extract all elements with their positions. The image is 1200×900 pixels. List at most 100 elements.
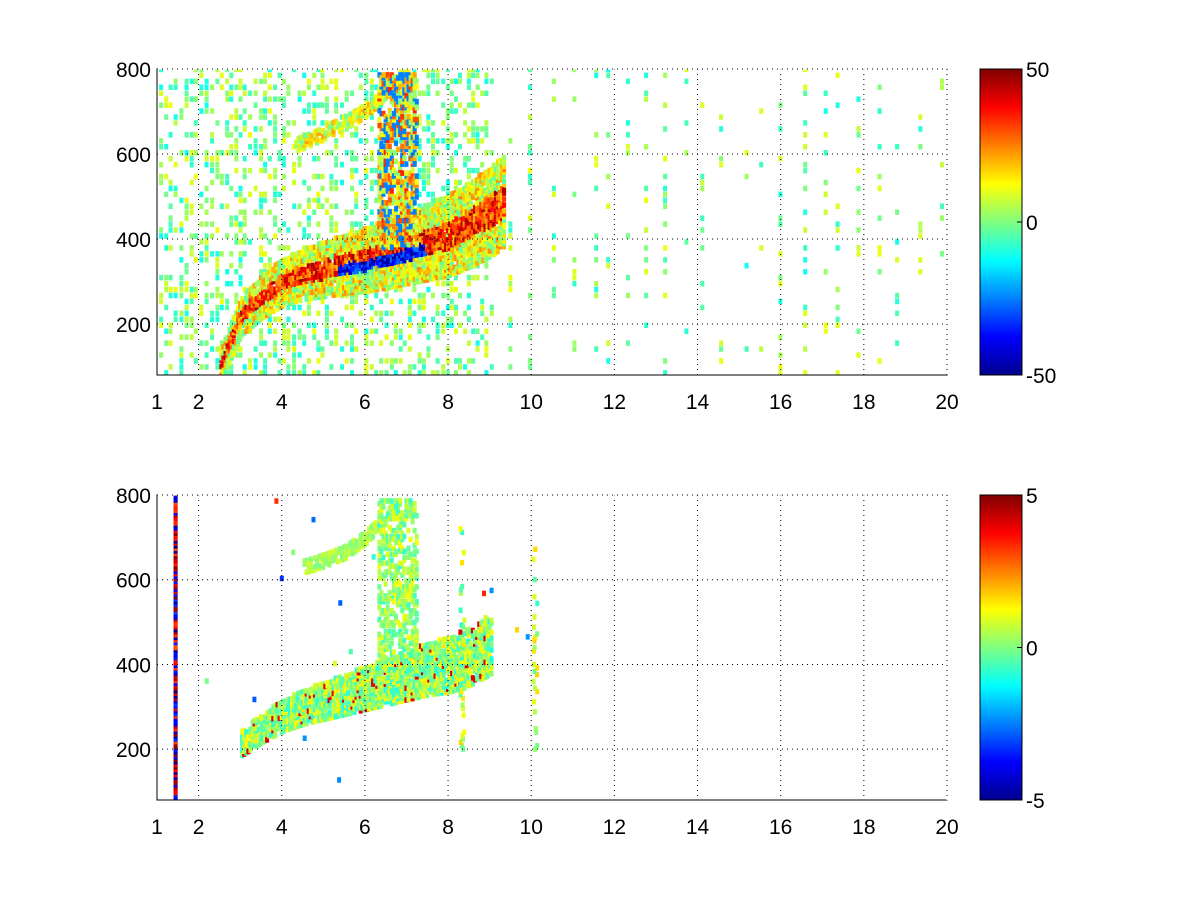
heatmap-cell [803,346,808,352]
heatmap-cell [179,114,184,120]
heatmap-cell [302,691,307,698]
heatmap-cell [317,130,322,136]
heatmap-cell [823,108,828,114]
heatmap-cell [260,279,265,285]
heatmap-cell [320,84,325,90]
heatmap-cell [275,303,280,309]
heatmap-cell [445,179,450,186]
heatmap-cell [468,255,473,261]
heatmap-cell [381,143,386,150]
heatmap-cell [431,255,436,261]
heatmap-cell [385,258,390,264]
heatmap-cell [371,257,376,264]
heatmap-cell [385,225,390,232]
heatmap-cell [273,191,278,198]
heatmap-cell [389,96,394,102]
heatmap-cell [414,276,419,282]
heatmap-cell [173,310,178,317]
heatmap-cell [835,286,840,293]
heatmap-cell [644,257,649,263]
heatmap-cell [283,268,288,275]
heatmap-cell [441,273,446,280]
heatmap-cell [259,126,264,132]
heatmap-cell [508,346,513,352]
heatmap-cell [229,221,234,227]
heatmap-cell [173,191,178,198]
heatmap-cell [410,253,415,259]
heatmap-cell [339,246,344,253]
heatmap-cell [248,726,253,733]
heatmap-cell [331,253,336,260]
heatmap-cell [248,114,253,120]
heatmap-cell [315,140,319,146]
heatmap-cell [489,187,494,194]
heatmap-cell [454,108,458,114]
heatmap-cell [281,704,286,710]
heatmap-cell [304,141,309,147]
heatmap-cell [379,143,384,150]
heatmap-cell [435,72,440,79]
heatmap-cell [210,346,215,352]
heatmap-cell [325,263,330,270]
heatmap-cell [458,265,463,271]
heatmap-cell [439,205,444,212]
heatmap-cell [493,178,498,185]
heatmap-cell [381,149,386,156]
heatmap-cell [342,255,346,261]
heatmap-cell [225,355,230,362]
heatmap-cell [369,69,374,73]
heatmap-cell [429,273,434,279]
heatmap-cell [381,134,386,141]
heatmap-cell [473,205,477,211]
heatmap-cell [199,304,204,311]
heatmap-cell [412,149,417,156]
heatmap-cell [500,233,504,240]
heatmap-cell [334,84,339,90]
heatmap-cell [221,362,226,368]
heatmap-cell [463,120,468,126]
heatmap-cell [346,251,351,258]
heatmap-cell [189,322,194,328]
heatmap-cell [497,160,502,167]
heatmap-cell [339,243,344,250]
heatmap-cell [373,236,378,243]
heatmap-cell [454,219,459,225]
heatmap-cell [242,90,247,96]
heatmap-cell [454,198,459,204]
heatmap-cell [331,705,336,711]
heatmap-cell [346,281,351,287]
heatmap-cell [364,240,369,247]
heatmap-cell [500,174,504,180]
heatmap-cell [252,732,257,739]
heatmap-cell [431,316,435,323]
heatmap-cell [414,194,419,200]
heatmap-cell [466,167,471,174]
heatmap-cell [479,240,484,247]
heatmap-cell [483,229,488,236]
heatmap-cell [384,334,389,340]
heatmap-cell [263,304,267,311]
heatmap-cell [225,90,230,96]
heatmap-cell [252,294,257,301]
heatmap-cell [302,709,307,715]
heatmap-cell [377,72,382,78]
heatmap-cell [379,262,384,268]
heatmap-cell [443,246,448,252]
x-tick-label: 14 [686,391,710,414]
heatmap-cell [464,232,469,239]
heatmap-cell [485,231,490,238]
heatmap-cell [265,731,270,737]
heatmap-cell [391,223,396,230]
heatmap-cell [663,292,668,299]
heatmap-cell [491,171,496,177]
heatmap-cell [310,133,315,139]
heatmap-cell [219,173,224,180]
heatmap-cell [470,250,475,257]
heatmap-cell [281,263,286,269]
heatmap-cell [433,251,438,258]
heatmap-cell [485,195,490,202]
heatmap-cell [215,227,220,233]
heatmap-cell [233,319,238,325]
heatmap-cell [502,163,507,170]
heatmap-cell [362,264,367,271]
